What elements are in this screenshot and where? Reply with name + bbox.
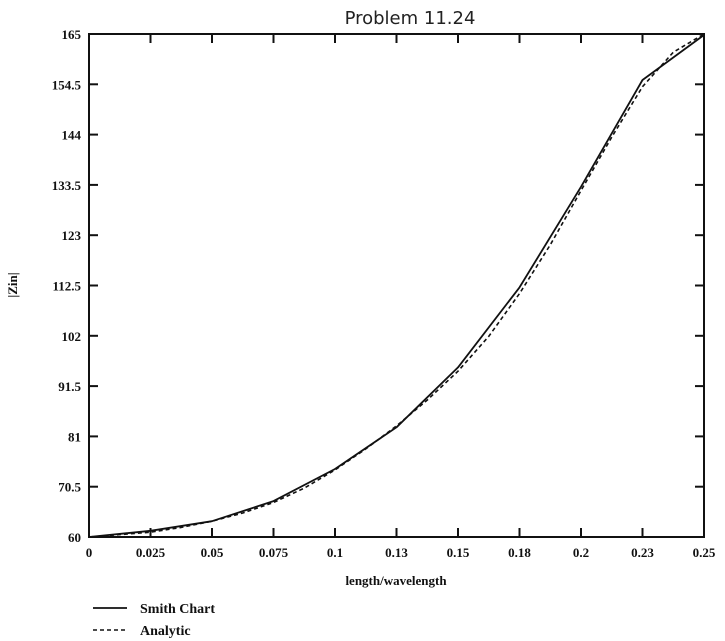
y-tick-label: 91.5 — [58, 379, 81, 394]
x-tick-label: 0.25 — [693, 545, 716, 560]
x-tick-label: 0.2 — [573, 545, 589, 560]
x-tick-label: 0.15 — [447, 545, 470, 560]
legend-label: Analytic — [140, 624, 191, 639]
series-line-smith-chart — [88, 34, 705, 538]
x-axis-label: length/wavelength — [345, 573, 447, 588]
x-tick-label: 0 — [86, 545, 93, 560]
y-tick-label: 144 — [62, 128, 82, 143]
y-tick-label: 81 — [68, 429, 81, 444]
y-tick-label: 70.5 — [58, 480, 81, 495]
y-tick-label: 133.5 — [52, 178, 82, 193]
y-axis-label: |Zin| — [5, 272, 20, 297]
y-tick-label: 60 — [68, 530, 81, 545]
series-layer — [88, 33, 705, 538]
x-tick-label: 0.1 — [327, 545, 343, 560]
axis-ticks: 0 0.025 0.05 0.075 0.1 0.13 0.15 0.18 0.2 0.23 0.2… — [52, 27, 716, 560]
x-tick-label: 0.18 — [508, 545, 531, 560]
y-tick-label: 102 — [62, 329, 82, 344]
series-line-analytic — [88, 33, 705, 538]
x-tick-label: 0.13 — [385, 545, 408, 560]
plot-area — [88, 33, 705, 538]
x-tick-label: 0.075 — [259, 545, 289, 560]
legend: Smith Chart Analytic — [93, 602, 215, 639]
y-tick-label: 123 — [62, 228, 82, 243]
y-tick-label: 112.5 — [52, 279, 81, 294]
legend-label: Smith Chart — [140, 602, 215, 617]
y-tick-label: 154.5 — [52, 77, 82, 92]
plot-frame — [88, 33, 705, 538]
x-tick-label: 0.23 — [631, 545, 654, 560]
y-tick-label: 165 — [62, 27, 82, 42]
chart-title: Problem 11.24 — [345, 8, 476, 29]
x-tick-label: 0.05 — [201, 545, 224, 560]
x-tick-label: 0.025 — [136, 545, 166, 560]
